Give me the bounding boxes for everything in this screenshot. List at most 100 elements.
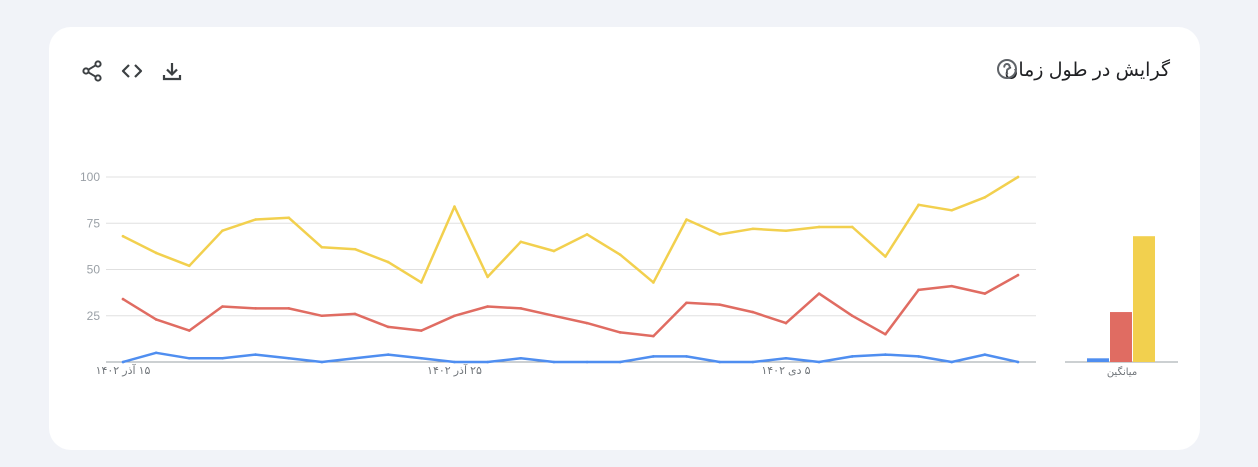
data-point [718,233,721,236]
data-point [850,355,854,358]
data-point [652,355,655,358]
data-point [817,225,821,229]
data-point [652,281,655,284]
data-point [618,331,622,334]
data-point [983,196,987,199]
data-point [1016,360,1020,364]
data-point [751,227,755,231]
trend-card: گرایش در طول زمان 100 75 50 25 ۱۵ آذر ۱۴۰۲ [49,27,1200,450]
line-chart: 100 75 50 25 ۱۵ آذر ۱۴۰۲ ۲۵ آذر ۱۴۰۲ ۵ دی ۱۴۰۲… [80,170,1178,378]
download-icon[interactable] [160,59,184,83]
code-icon[interactable] [120,59,144,83]
data-point [784,321,788,325]
data-point [121,234,125,238]
data-point [817,360,821,364]
data-point [453,314,456,318]
data-point [221,305,224,308]
average-label: میانگین [1107,366,1137,378]
data-point [585,321,589,325]
series-line-0 [121,175,1020,284]
data-point [221,357,224,360]
data-point [121,297,125,301]
data-point [751,360,755,364]
data-point [386,325,390,329]
data-point [850,314,854,318]
data-point [884,255,887,258]
data-point [552,360,556,364]
y-tick-label: 100 [80,170,100,184]
data-point [453,205,456,208]
data-point [519,357,523,360]
data-point [817,292,821,295]
data-point [1016,273,1020,277]
data-point [983,292,987,295]
data-point [187,357,191,360]
data-point [519,240,523,244]
data-point [187,264,191,268]
data-point [718,303,721,306]
code-icon-graphic [121,64,143,78]
data-point [453,360,456,364]
data-point [1016,175,1020,179]
data-point [917,288,920,292]
download-icon-graphic [162,63,182,81]
data-point [254,307,257,310]
data-point [154,251,158,255]
data-point [950,209,954,212]
data-point [420,281,423,284]
data-point [420,329,423,332]
data-point [652,334,655,338]
data-point [585,360,589,364]
data-point [121,360,125,364]
data-point [884,353,887,356]
data-point [519,307,523,310]
y-tick-label: 50 [87,263,101,277]
share-icon[interactable] [80,59,104,83]
data-point [320,314,324,318]
data-point [353,357,357,360]
data-point [718,360,721,364]
data-point [386,353,390,356]
data-point [287,357,291,360]
help-circle-icon[interactable] [996,58,1018,80]
data-point [486,360,489,364]
data-point [486,305,489,308]
data-point [353,247,357,251]
data-point [784,229,788,232]
data-point [420,357,423,360]
data-point [850,225,854,229]
data-point [320,360,324,364]
data-point [187,329,191,332]
y-tick-label: 75 [87,216,101,230]
x-tick-label: ۲۵ آذر ۱۴۰۲ [427,363,482,377]
data-point [618,253,622,256]
average-bar-1 [1110,312,1132,362]
data-point [353,312,357,316]
chart-title: گرایش در طول زمان [1004,60,1170,81]
x-tick-label: ۵ دی ۱۴۰۲ [761,365,810,377]
data-point [154,318,158,321]
data-point [320,246,324,249]
data-point [552,249,556,253]
y-tick-label: 25 [87,309,101,323]
share-icon-graphic [82,60,102,82]
data-point [254,218,257,221]
data-point [552,314,556,318]
data-point [287,307,291,310]
data-point [784,357,788,360]
average-bar-2 [1133,236,1155,362]
data-point [221,229,224,232]
data-point [685,218,688,221]
help-circle-icon-graphic [997,59,1017,79]
data-point [685,301,688,305]
data-point [751,310,755,314]
data-point [154,351,158,355]
data-point [917,355,920,358]
data-point [287,216,291,219]
average-bar-0 [1087,358,1109,362]
data-point [950,284,954,288]
series-line-2 [121,351,1020,364]
data-point [983,353,987,356]
data-point [618,360,622,364]
data-point [486,275,489,279]
